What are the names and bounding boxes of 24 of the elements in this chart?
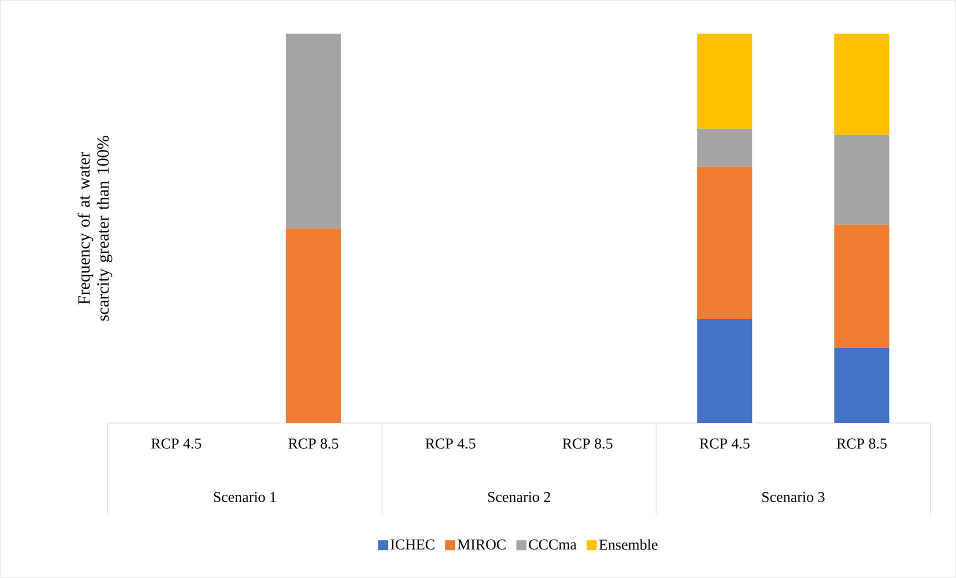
bar — [286, 34, 341, 228]
x-tick-label: RCP 4.5 — [700, 438, 750, 449]
x-tick-label: RCP 4.5 — [151, 438, 202, 449]
bar — [697, 166, 752, 320]
bar — [834, 135, 890, 225]
x-tick-label: RCP 8.5 — [836, 438, 887, 449]
bar — [834, 348, 890, 424]
legend-label: CCCma — [528, 540, 577, 550]
text: Scenario 2 — [488, 492, 550, 502]
y-axis-title: Frequency of at water scarcity greater than 100% — [78, 136, 112, 321]
bar — [697, 128, 752, 167]
bar — [697, 34, 752, 129]
bar — [286, 228, 341, 424]
legend-label: Ensemble — [599, 539, 658, 550]
text: Scenario 3 — [762, 492, 824, 502]
text: Scenario 1 — [214, 492, 276, 502]
legend-label: ICHEC — [390, 540, 434, 550]
x-tick-label: RCP 8.5 — [562, 438, 612, 449]
bar — [834, 224, 890, 348]
x-tick-label: RCP 8.5 — [288, 438, 338, 449]
x-tick-label: RCP 4.5 — [425, 438, 476, 449]
bar — [697, 319, 752, 424]
legend-label: MIROC — [458, 540, 506, 550]
bar — [834, 34, 890, 136]
